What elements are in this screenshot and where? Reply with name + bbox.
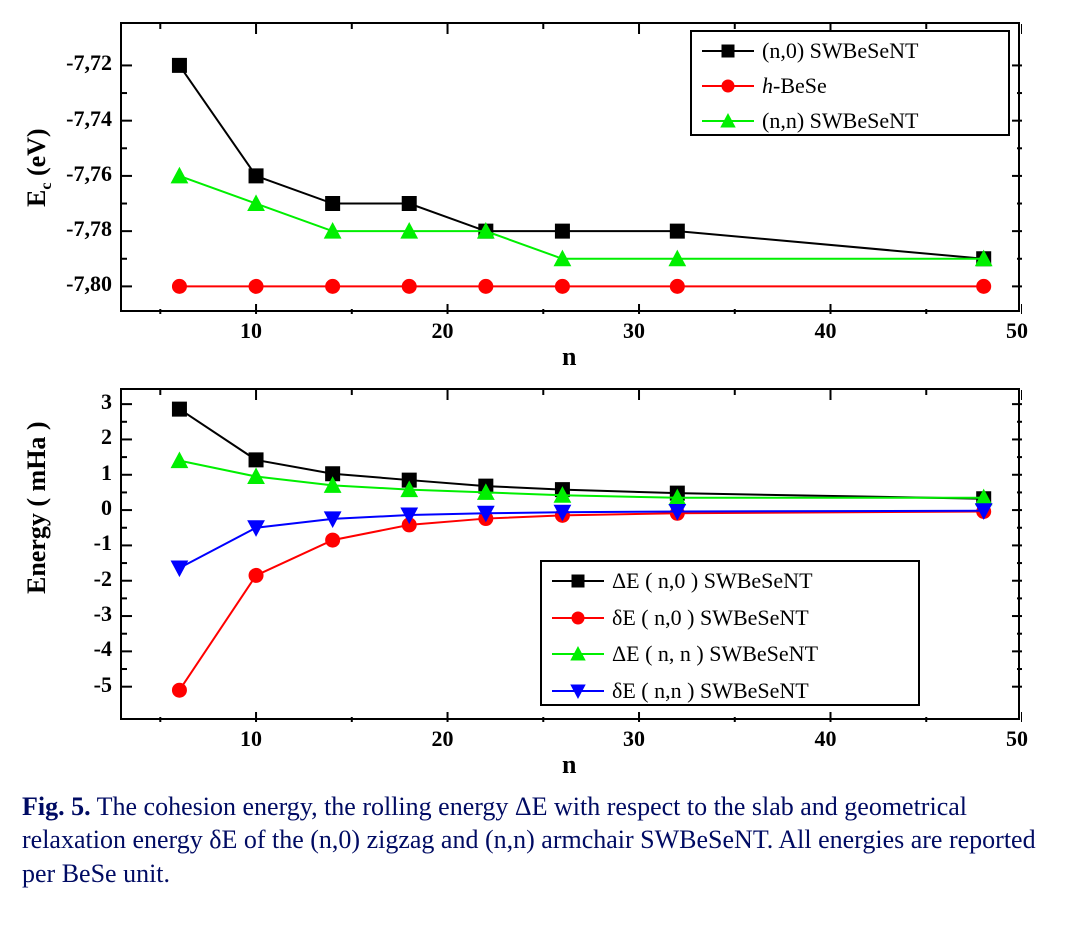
marker-deE_nn [171,561,187,576]
y-tick-label: -1 [94,530,112,556]
y-tick-label: -7,72 [66,50,112,76]
y-tick-label: -4 [94,636,112,662]
marker-hbese [326,279,340,293]
legend-label: (n,n) SWBeSeNT [762,108,918,134]
y-tick-label: 2 [101,424,112,450]
marker-deE_nn [248,521,264,536]
y-tick-label: -7,74 [66,106,112,132]
legend-item: (n,n) SWBeSeNT [700,108,918,134]
legend-label: h-BeSe [762,73,827,99]
marker-n0 [249,169,263,183]
marker-dE_n0 [172,402,186,416]
legend-label: (n,0) SWBeSeNT [762,38,918,64]
marker-hbese [402,279,416,293]
y-tick-label: -7,78 [66,216,112,242]
figure-caption: Fig. 5. The cohesion energy, the rolling… [22,790,1068,890]
caption-body: The cohesion energy, the rolling energy … [22,792,1036,888]
x-tick-label: 30 [623,726,645,752]
legend-label: δE ( n,0 ) SWBeSeNT [612,605,809,631]
y-axis-label: Ec (eV) [22,128,56,207]
series-line-nn [179,176,983,259]
legend: ΔE ( n,0 ) SWBeSeNT δE ( n,0 ) SWBeSeNT ΔE… [540,560,920,706]
legend-label: ΔE ( n, n ) SWBeSeNT [612,641,818,667]
figure-page: { "figure": { "background_color": "#ffff… [0,0,1080,927]
marker-hbese [172,279,186,293]
marker-n0 [326,197,340,211]
marker-hbese [555,279,569,293]
x-tick-label: 50 [1006,318,1028,344]
legend-item: δE ( n,n ) SWBeSeNT [550,678,809,704]
marker-deE_n0 [249,568,263,582]
marker-hbese [977,279,991,293]
marker-nn [248,195,264,210]
y-tick-label: 0 [101,495,112,521]
x-tick-label: 20 [432,318,454,344]
series-line-dE_nn [179,461,983,498]
x-tick-label: 30 [623,318,645,344]
legend-item: (n,0) SWBeSeNT [700,38,918,64]
marker-n0 [670,224,684,238]
legend-label: ΔE ( n,0 ) SWBeSeNT [612,568,813,594]
legend-item: h-BeSe [700,73,827,99]
legend-label: δE ( n,n ) SWBeSeNT [612,678,809,704]
marker-hbese [670,279,684,293]
marker-n0 [402,197,416,211]
marker-n0 [555,224,569,238]
y-tick-label: 3 [101,389,112,415]
x-axis-label: n [562,342,576,372]
y-tick-label: -7,76 [66,161,112,187]
x-tick-label: 40 [815,318,837,344]
marker-hbese [479,279,493,293]
legend: (n,0) SWBeSeNT h-BeSe (n,n) SWBeSeNT [690,30,1010,136]
marker-n0 [172,58,186,72]
y-tick-label: 1 [101,460,112,486]
marker-hbese [249,279,263,293]
y-axis-label: Energy ( mHa ) [22,421,52,594]
legend-item: ΔE ( n, n ) SWBeSeNT [550,641,818,667]
marker-nn [171,168,187,183]
y-tick-label: -5 [94,672,112,698]
y-tick-label: -7,80 [66,271,112,297]
x-tick-label: 50 [1006,726,1028,752]
x-axis-label: n [562,750,576,780]
y-tick-label: -2 [94,566,112,592]
marker-deE_n0 [326,533,340,547]
marker-dE_nn [171,453,187,468]
legend-item: ΔE ( n,0 ) SWBeSeNT [550,568,813,594]
x-tick-label: 20 [432,726,454,752]
series-line-dE_n0 [179,409,983,499]
marker-deE_n0 [172,683,186,697]
x-tick-label: 10 [240,318,262,344]
marker-dE_n0 [249,453,263,467]
legend-item: δE ( n,0 ) SWBeSeNT [550,605,809,631]
x-tick-label: 40 [815,726,837,752]
x-tick-label: 10 [240,726,262,752]
y-tick-label: -3 [94,601,112,627]
caption-prefix: Fig. 5. [22,792,91,821]
